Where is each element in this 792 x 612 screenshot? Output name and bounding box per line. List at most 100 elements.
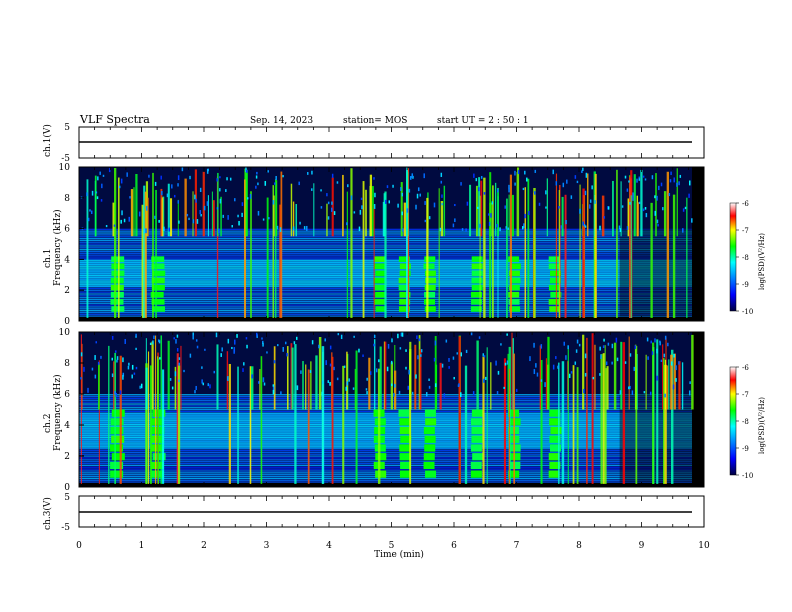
colorbar-tick-label: -6 — [742, 364, 749, 372]
diffuse-emission — [441, 363, 444, 368]
header-start-time: start UT = 2 : 50 : 1 — [437, 116, 529, 126]
sferic-streak — [250, 191, 252, 318]
emission-burst — [111, 453, 125, 461]
diffuse-emission — [529, 356, 531, 362]
xtick-label: 8 — [576, 541, 582, 551]
diffuse-emission — [633, 366, 636, 371]
diffuse-emission — [663, 353, 666, 358]
diffuse-emission — [122, 357, 124, 363]
diffuse-emission — [374, 192, 376, 198]
diffuse-emission — [418, 338, 421, 342]
ch2-colorbar: -6 -7 -8 -9 -10 log(PSD)(V²/Hz) — [729, 364, 766, 480]
diffuse-emission — [643, 391, 646, 394]
diffuse-emission — [145, 228, 147, 234]
sferic-streak — [546, 178, 549, 237]
diffuse-emission — [448, 366, 450, 369]
emission-burst — [424, 306, 436, 312]
ch1-colorbar-ticks: -6 -7 -8 -9 -10 — [736, 200, 753, 316]
emission-burst — [375, 306, 387, 312]
diffuse-emission — [161, 190, 163, 196]
xtick-label: 0 — [76, 541, 82, 551]
time-axis: 0 1 2 3 4 5 6 7 8 9 10 — [76, 127, 710, 551]
diffuse-emission — [584, 190, 587, 196]
sferic-streak — [184, 178, 187, 237]
sferic-streak — [672, 194, 676, 318]
sferic-streak — [275, 179, 277, 318]
spectral-line — [79, 464, 692, 467]
sferic-streak — [141, 204, 145, 318]
sferic-streak — [567, 348, 569, 484]
diffuse-emission — [477, 206, 479, 209]
sferic-streak — [503, 358, 507, 484]
sferic-streak — [377, 368, 381, 484]
emission-burst — [398, 284, 410, 291]
diffuse-emission — [496, 391, 499, 395]
diffuse-emission — [353, 335, 355, 338]
diffuse-emission — [490, 213, 492, 218]
diffuse-emission — [662, 207, 664, 211]
diffuse-emission — [676, 182, 678, 187]
sferic-streak — [228, 363, 231, 484]
diffuse-emission — [102, 174, 105, 177]
diffuse-emission — [545, 190, 547, 195]
diffuse-emission — [373, 334, 376, 339]
diffuse-emission — [411, 391, 414, 395]
diffuse-emission — [124, 338, 126, 344]
sferic-streak — [558, 190, 560, 318]
diffuse-emission — [95, 191, 98, 194]
diffuse-emission — [659, 341, 661, 346]
emission-burst — [423, 461, 435, 470]
diffuse-emission — [171, 386, 174, 390]
diffuse-emission — [196, 345, 199, 349]
diffuse-emission — [348, 378, 350, 382]
emission-burst — [399, 270, 411, 277]
diffuse-emission — [583, 224, 586, 227]
diffuse-emission — [398, 390, 401, 395]
diffuse-emission — [434, 383, 437, 387]
sferic-streak — [373, 205, 375, 318]
diffuse-emission — [216, 207, 219, 210]
diffuse-emission — [131, 374, 133, 379]
diffuse-emission — [632, 196, 634, 201]
diffuse-emission — [97, 361, 100, 365]
diffuse-emission — [276, 225, 279, 230]
diffuse-emission — [485, 376, 487, 381]
diffuse-emission — [272, 384, 275, 387]
sferic-streak — [290, 183, 293, 237]
colorbar-tick-label: -7 — [742, 227, 749, 235]
emission-burst — [398, 306, 410, 312]
diffuse-emission — [582, 167, 584, 171]
diffuse-emission — [602, 345, 605, 349]
sferic-streak — [533, 187, 536, 318]
diffuse-emission — [424, 201, 426, 205]
diffuse-emission — [441, 194, 443, 198]
sferic-streak — [527, 178, 530, 318]
diffuse-emission — [439, 227, 442, 232]
diffuse-emission — [566, 179, 568, 184]
sferic-streak — [119, 355, 122, 484]
colorbar-tick-label: -9 — [742, 445, 749, 453]
diffuse-emission — [86, 192, 88, 197]
diffuse-emission — [523, 223, 525, 229]
diffuse-emission — [347, 184, 349, 188]
diffuse-emission — [448, 357, 450, 362]
xtick-label: 7 — [514, 541, 520, 551]
sferic-streak — [664, 359, 667, 410]
diffuse-emission — [500, 343, 502, 346]
diffuse-emission — [219, 198, 222, 204]
diffuse-emission — [358, 226, 361, 232]
sferic-streak — [98, 360, 100, 484]
sferic-streak — [250, 366, 254, 410]
diffuse-emission — [195, 339, 198, 342]
diffuse-emission — [160, 175, 162, 180]
diffuse-emission — [496, 188, 499, 193]
diffuse-emission — [496, 224, 499, 228]
diffuse-emission — [296, 385, 299, 391]
xtick-label: 9 — [639, 541, 645, 551]
sferic-streak — [616, 169, 618, 318]
diffuse-emission — [615, 337, 618, 343]
diffuse-emission — [105, 225, 108, 228]
emission-burst — [508, 291, 520, 298]
diffuse-emission — [452, 223, 455, 228]
sferic-streak — [315, 355, 318, 410]
